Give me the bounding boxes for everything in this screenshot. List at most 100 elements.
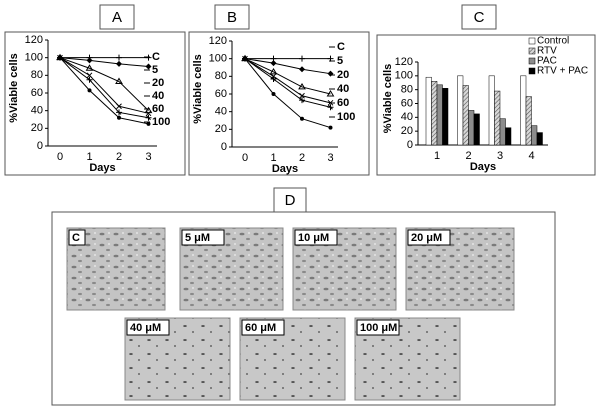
y-tick-label: 0 (407, 139, 413, 151)
legend-label: 60 (152, 103, 164, 115)
y-tick-label: 40 (31, 105, 43, 117)
y-tick-label: 80 (401, 84, 413, 96)
y-tick-label: 80 (215, 70, 227, 82)
micrograph-label-box (241, 319, 285, 336)
x-axis-label: Days (89, 162, 115, 174)
marker (145, 63, 152, 70)
x-tick-label: 1 (86, 151, 92, 163)
y-tick-label: 120 (209, 35, 227, 47)
marker (326, 90, 335, 97)
marker (243, 56, 247, 61)
panel-label: A (112, 9, 122, 26)
marker (115, 77, 123, 85)
y-tick-label: 120 (395, 56, 413, 68)
marker (116, 109, 122, 116)
marker (328, 125, 333, 130)
marker (298, 82, 306, 90)
x-tick-label: 4 (528, 150, 534, 162)
panel-frame (51, 211, 556, 406)
marker (87, 88, 92, 93)
micrograph-label-box (68, 229, 86, 246)
series-line (244, 58, 331, 108)
marker (86, 76, 93, 83)
x-tick-label: 2 (116, 151, 122, 163)
legend-label: 40 (337, 83, 349, 95)
y-tick-label: 0 (221, 141, 227, 153)
bar (531, 125, 538, 146)
micrograph-label-box (126, 319, 170, 336)
legend-label: 40 (152, 90, 164, 102)
bar (488, 75, 495, 146)
marker (145, 114, 152, 121)
legend-label: C (152, 51, 160, 63)
y-tick-label: 20 (215, 123, 227, 135)
bar (536, 132, 543, 146)
micrograph-label: C (72, 232, 80, 244)
micrograph-label: 5 μM (185, 232, 210, 244)
marker (117, 115, 121, 120)
x-tick-label: 1 (270, 152, 276, 164)
panel-label: B (227, 9, 237, 26)
panel-label: D (285, 192, 296, 209)
bar (473, 113, 480, 146)
y-tick-label: 80 (31, 69, 43, 81)
y-tick-label: 60 (215, 88, 227, 100)
series-line (244, 58, 331, 95)
bar (505, 127, 512, 146)
marker (299, 66, 305, 73)
bar (436, 84, 443, 146)
micrograph-label-box (181, 229, 225, 246)
y-tick-label: 100 (25, 52, 43, 64)
legend-label: 100 (152, 116, 170, 128)
x-tick-label: 0 (242, 152, 248, 164)
micrograph (66, 227, 166, 311)
micrograph-label-box (356, 319, 400, 336)
legend-label: PAC (537, 56, 557, 67)
y-tick-label: 40 (215, 106, 227, 118)
marker (269, 67, 278, 75)
bar (525, 96, 532, 146)
panel-label-box (461, 4, 497, 30)
marker (145, 54, 152, 61)
marker (327, 104, 334, 111)
y-axis-label: %Viable cells (382, 64, 394, 134)
marker (299, 92, 305, 99)
y-tick-label: 60 (31, 87, 43, 99)
marker (299, 55, 305, 62)
y-tick-label: 100 (395, 70, 413, 82)
panel-frame (376, 34, 596, 176)
series-line (59, 57, 149, 125)
y-tick-label: 20 (31, 122, 43, 134)
micrograph-label: 60 μM (245, 322, 276, 334)
bar (425, 76, 432, 146)
micrograph-label-box (407, 229, 451, 246)
x-tick-label: 3 (327, 152, 333, 164)
bar (457, 75, 464, 146)
marker (299, 97, 305, 104)
legend-label: 60 (337, 97, 349, 109)
legend-label: 20 (152, 77, 164, 89)
marker (86, 57, 93, 64)
marker (145, 110, 152, 117)
x-tick-label: 2 (465, 150, 471, 162)
micrograph-label: 40 μM (130, 322, 161, 334)
x-tick-label: 2 (299, 152, 305, 164)
bar (431, 81, 438, 146)
bar (442, 88, 449, 146)
y-tick-label: 0 (37, 140, 43, 152)
y-tick-label: 120 (25, 34, 43, 46)
x-tick-label: 1 (434, 150, 440, 162)
panel-label-box (214, 4, 250, 30)
micrograph-label: 100 μM (360, 322, 397, 334)
micrograph-label: 10 μM (298, 232, 329, 244)
x-axis-label: Days (470, 161, 496, 173)
bar (494, 90, 501, 146)
series-line (244, 58, 331, 104)
y-tick-label: 60 (401, 97, 413, 109)
x-axis-label: Days (272, 163, 298, 175)
marker (116, 60, 122, 67)
micrograph-label: 20 μM (411, 232, 442, 244)
panel-label-box (99, 4, 135, 30)
x-tick-label: 0 (57, 151, 63, 163)
marker (300, 116, 304, 121)
